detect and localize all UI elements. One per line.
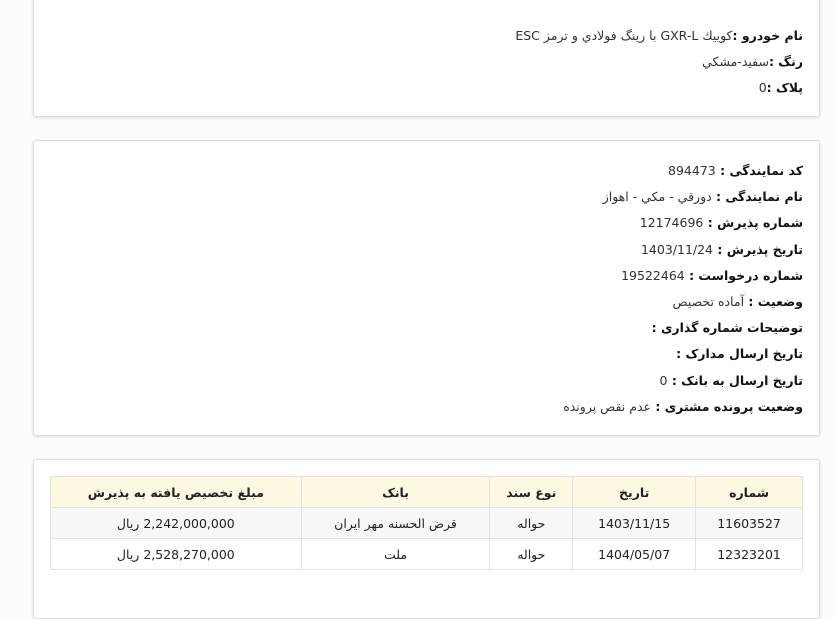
label: وضعیت پرونده مشتری : xyxy=(651,398,803,414)
table-row: 12323201 1404/05/07 حواله ملت 2,528,270,000 … xyxy=(50,538,803,570)
value: آماده تخصيص xyxy=(672,293,745,309)
table-cell: 2,242,000,000 ریال xyxy=(50,507,302,539)
color-line: رنگ :سفيد-مشكي xyxy=(34,49,803,75)
dealer-info-line: شماره درخواست : 19522464 xyxy=(34,263,803,289)
dealer-card: کد نمایندگی : 894473 نام نمایندگی : دورقي… xyxy=(33,140,820,436)
table-cell: قرض الحسنه مهر ایران xyxy=(300,507,491,539)
table-cell: ملت xyxy=(300,538,491,570)
label: شماره درخواست : xyxy=(684,267,803,283)
vehicle-color: سفيد-مشكي xyxy=(702,54,769,70)
plate: 0 xyxy=(758,80,767,96)
table-header: شماره تاریخ نوع سند بانک مبلغ تخصیص یافته به… xyxy=(50,476,803,508)
table-row: 11603527 1403/11/15 حواله قرض الحسنه مهر ای… xyxy=(50,507,803,539)
value: 0 xyxy=(659,372,668,388)
value: عدم نقص پرونده xyxy=(563,398,652,414)
label: نام خودرو : xyxy=(732,28,803,43)
dealer-info-line: وضعیت پرونده مشتری : عدم نقص پرونده xyxy=(34,394,803,420)
allocation-table: شماره تاریخ نوع سند بانک مبلغ تخصیص یافته به… xyxy=(50,476,803,570)
label: شماره پذیرش : xyxy=(703,215,803,231)
label: تاریخ ارسال به بانک : xyxy=(667,372,803,388)
dealer-info-line: توضیحات شماره گذاری : xyxy=(34,315,803,341)
value: 19522464 xyxy=(621,267,685,283)
column-header: تاریخ xyxy=(572,476,697,508)
table-cell: حواله xyxy=(489,538,574,570)
table-cell: 1404/05/07 xyxy=(572,538,697,570)
dealer-info-line: تاریخ ارسال به بانک : 0 xyxy=(34,368,803,394)
table-cell: 2,528,270,000 ریال xyxy=(50,538,302,570)
vehicle-name: كوييك GXR-L با رينگ فولادي و ترمز ESC xyxy=(515,28,733,43)
label: پلاک : xyxy=(766,80,803,96)
vehicle-card: نام خودرو :كوييك GXR-L با رينگ فولادي و … xyxy=(33,0,820,117)
dealer-info-line: نام نمایندگی : دورقي - مكي - اهواز xyxy=(34,184,803,210)
value: دورقي - مكي - اهواز xyxy=(602,189,712,205)
label: تاریخ پذیرش : xyxy=(713,241,803,257)
plate-line: پلاک :0 xyxy=(34,75,803,101)
label: وضعیت : xyxy=(744,293,803,309)
column-header: نوع سند xyxy=(489,476,574,508)
allocation-card: شماره تاریخ نوع سند بانک مبلغ تخصیص یافته به… xyxy=(33,459,820,619)
label: کد نمایندگی : xyxy=(715,163,803,178)
dealer-info-line: شماره پذیرش : 12174696 xyxy=(34,210,803,236)
dealer-info-line: تاریخ پذیرش : 1403/11/24 xyxy=(34,237,803,263)
value: 12174696 xyxy=(639,215,704,231)
label: تاریخ ارسال مدارک : xyxy=(676,346,803,362)
column-header: مبلغ تخصیص یافته به پذیرش xyxy=(50,476,302,508)
table-cell: 12323201 xyxy=(695,538,803,570)
value: 894473 xyxy=(668,163,716,178)
vehicle-name-line: نام خودرو :كوييك GXR-L با رينگ فولادي و … xyxy=(34,23,803,49)
dealer-info-line: تاریخ ارسال مدارک : xyxy=(34,341,803,367)
table-cell: 11603527 xyxy=(695,507,803,539)
value: 1403/11/24 xyxy=(640,241,714,257)
dealer-info-line: وضعیت : آماده تخصيص xyxy=(34,289,804,315)
column-header: شماره xyxy=(695,476,803,508)
label: توضیحات شماره گذاری : xyxy=(651,320,803,336)
dealer-info-line: کد نمایندگی : 894473 xyxy=(34,158,803,184)
label: نام نمایندگی : xyxy=(711,189,803,205)
column-header: بانک xyxy=(300,476,491,508)
label: رنگ : xyxy=(768,54,803,70)
table-cell: حواله xyxy=(489,507,574,539)
table-cell: 1403/11/15 xyxy=(572,507,697,539)
